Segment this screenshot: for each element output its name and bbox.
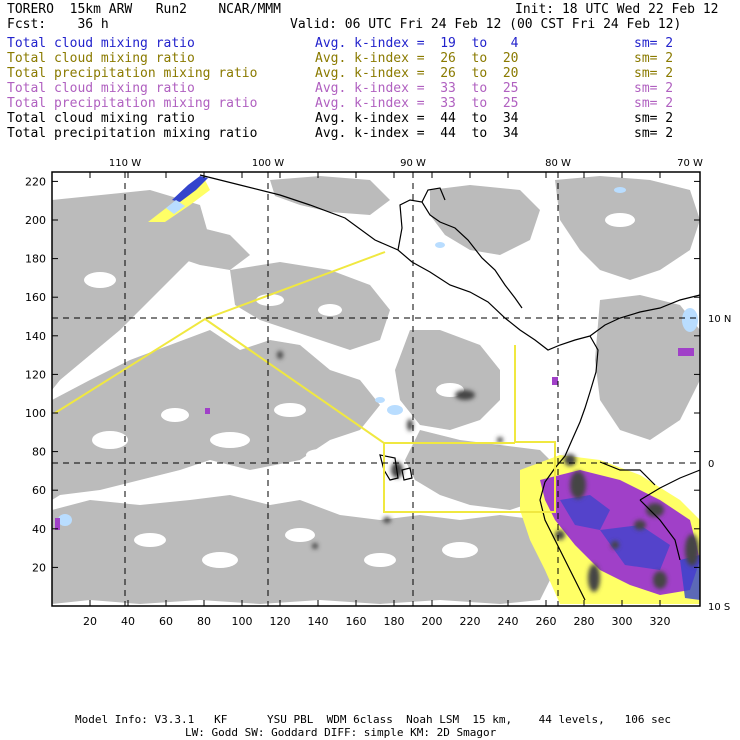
x-tick-label: 160 [346, 615, 367, 628]
dark-cells [277, 351, 503, 549]
x-tick-label: 240 [498, 615, 519, 628]
legend-k-index: Avg. k-index = 33 to 25 [315, 81, 519, 96]
x-tick-label: 280 [574, 615, 595, 628]
legend-smoothing: sm= 2 [634, 81, 674, 96]
y-tick-label: 60 [32, 484, 46, 497]
domain-boundary [54, 251, 556, 513]
y-tick-label: 40 [32, 523, 46, 536]
title-line: TORERO 15km ARW Run2 NCAR/MMM [7, 2, 281, 17]
latlon-grid [52, 172, 700, 606]
legend-field-label: Total cloud mixing ratio [7, 36, 195, 51]
legend-field-label: Total precipitation mixing ratio [7, 126, 258, 141]
legend-smoothing: sm= 2 [634, 51, 674, 66]
x-tick-labels: 20 40 60 80 100 120 140 160 180 200 220 240 260 280 30… [83, 615, 671, 628]
y-tick-label: 160 [25, 291, 46, 304]
y-tick-label: 20 [32, 561, 46, 574]
longitude-label: 70 W [677, 158, 703, 169]
forecast-hour: Fcst: 36 h [7, 17, 109, 32]
x-tick-label: 260 [536, 615, 557, 628]
x-tick-label: 100 [232, 615, 253, 628]
init-time: Init: 18 UTC Wed 22 Feb 12 [515, 2, 719, 17]
axis-ticks [52, 172, 700, 606]
y-tick-label: 120 [25, 368, 46, 381]
x-tick-label: 220 [460, 615, 481, 628]
purple-spots [55, 348, 694, 530]
x-tick-label: 320 [650, 615, 671, 628]
cloud-gray-areas [52, 176, 700, 604]
longitude-label: 100 W [252, 158, 284, 169]
x-tick-label: 60 [159, 615, 173, 628]
coastlines [199, 174, 700, 601]
y-tick-labels: 20 40 60 80 100 120 140 160 180 200 220 [25, 175, 46, 574]
y-tick-label: 200 [25, 214, 46, 227]
legend-smoothing: sm= 2 [634, 126, 674, 141]
legend-k-index: Avg. k-index = 26 to 20 [315, 66, 519, 81]
y-tick-label: 220 [25, 175, 46, 188]
legend-smoothing: sm= 2 [634, 66, 674, 81]
y-tick-label: 140 [25, 330, 46, 343]
longitude-labels: 110 W 100 W 90 W 80 W 70 W [109, 158, 703, 169]
legend-field-label: Total cloud mixing ratio [7, 111, 195, 126]
legend-field-label: Total cloud mixing ratio [7, 81, 195, 96]
x-tick-label: 140 [308, 615, 329, 628]
legend-k-index: Avg. k-index = 33 to 25 [315, 96, 519, 111]
latitude-label: 10 N [708, 314, 731, 325]
y-tick-label: 80 [32, 446, 46, 459]
legend-field-label: Total precipitation mixing ratio [7, 66, 258, 81]
legend-smoothing: sm= 2 [634, 96, 674, 111]
latitude-label: 10 S [708, 602, 730, 613]
x-tick-label: 80 [197, 615, 211, 628]
valid-time: Valid: 06 UTC Fri 24 Feb 12 (00 CST Fri … [290, 17, 682, 32]
legend-k-index: Avg. k-index = 44 to 34 [315, 126, 519, 141]
latitude-label: 0 [708, 459, 714, 470]
x-tick-label: 180 [384, 615, 405, 628]
model-info: Model Info: V3.3.1 KF YSU PBL WDM 6class… [75, 713, 672, 726]
legend-field-label: Total cloud mixing ratio [7, 51, 195, 66]
physics-info: LW: Godd SW: Goddard DIFF: simple KM: 2D… [185, 726, 497, 739]
x-tick-label: 120 [270, 615, 291, 628]
legend-k-index: Avg. k-index = 19 to 4 [315, 36, 519, 51]
longitude-label: 110 W [109, 158, 141, 169]
y-tick-label: 100 [25, 407, 46, 420]
longitude-label: 90 W [400, 158, 426, 169]
light-blue-patches [58, 187, 698, 526]
x-tick-label: 300 [612, 615, 633, 628]
longitude-label: 80 W [545, 158, 571, 169]
legend-smoothing: sm= 2 [634, 111, 674, 126]
legend-k-index: Avg. k-index = 44 to 34 [315, 111, 519, 126]
nw-streak [148, 176, 210, 222]
latitude-labels: 10 N 0 10 S [708, 314, 731, 613]
x-tick-label: 200 [422, 615, 443, 628]
legend-k-index: Avg. k-index = 26 to 20 [315, 51, 519, 66]
plot-frame [51, 171, 701, 607]
y-tick-label: 180 [25, 253, 46, 266]
cloud-field [52, 174, 700, 604]
legend-field-label: Total precipitation mixing ratio [7, 96, 258, 111]
andes-convection [520, 454, 700, 604]
x-tick-label: 20 [83, 615, 97, 628]
x-tick-label: 40 [121, 615, 135, 628]
legend-smoothing: sm= 2 [634, 36, 674, 51]
